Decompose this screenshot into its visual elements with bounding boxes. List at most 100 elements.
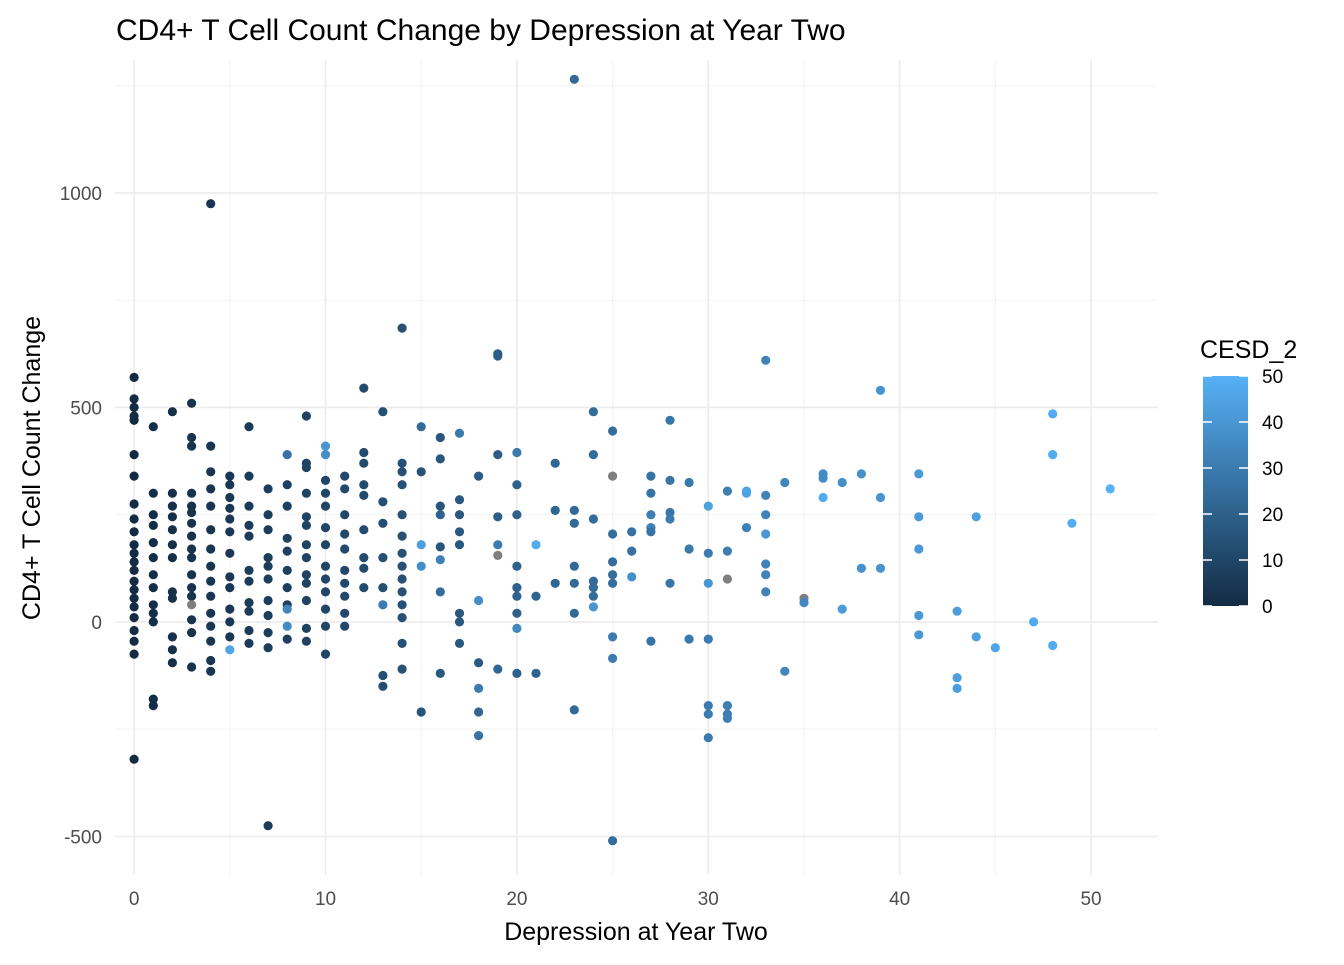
data-point (608, 653, 618, 664)
data-point (129, 565, 139, 576)
data-point (875, 492, 886, 503)
data-point (129, 402, 139, 412)
data-point (512, 668, 522, 679)
chart-title: CD4+ T Cell Count Change by Depression a… (116, 14, 846, 47)
data-point (206, 666, 216, 676)
data-point (167, 512, 177, 522)
data-point (990, 643, 1000, 653)
data-point (397, 587, 407, 597)
data-point (187, 432, 197, 443)
x-axis-title: Depression at Year Two (504, 918, 768, 946)
legend-tick-label: 30 (1262, 459, 1283, 480)
data-point (397, 480, 407, 490)
data-point (474, 707, 484, 717)
data-point (722, 701, 733, 711)
data-point (531, 591, 541, 601)
data-point (416, 540, 426, 550)
data-point (148, 570, 158, 580)
data-point (320, 621, 331, 631)
data-point (646, 636, 656, 646)
data-point (761, 570, 771, 580)
data-point (416, 707, 426, 717)
data-point (187, 583, 197, 593)
data-point (187, 501, 197, 511)
data-point (282, 546, 292, 556)
data-point (378, 600, 388, 610)
data-point (569, 561, 579, 571)
data-point (187, 544, 197, 554)
data-point (531, 668, 541, 679)
data-point (129, 576, 139, 586)
data-point (301, 578, 311, 588)
data-point (263, 628, 273, 638)
data-point (148, 583, 158, 593)
data-point (397, 531, 407, 541)
data-point (206, 484, 216, 494)
data-point (244, 501, 254, 511)
data-point (282, 621, 292, 631)
data-point (129, 602, 139, 612)
data-point (206, 199, 216, 209)
data-point (129, 557, 139, 567)
data-point (646, 527, 656, 537)
data-point (741, 488, 752, 498)
data-point (378, 681, 388, 691)
y-tick-label: 1000 (60, 184, 102, 205)
data-point (627, 546, 637, 556)
data-point (665, 415, 675, 425)
data-point (187, 662, 197, 672)
data-point (780, 666, 790, 676)
data-point (722, 713, 733, 724)
data-point (129, 548, 139, 558)
data-point (148, 520, 158, 531)
legend-ticks: 0 10 20 30 40 50 (1203, 367, 1283, 618)
data-point (512, 447, 522, 458)
data-point (167, 587, 177, 597)
data-point (588, 602, 599, 612)
data-point (320, 574, 331, 584)
legend-tick-label: 20 (1262, 505, 1283, 526)
data-point (320, 561, 331, 571)
data-point (512, 510, 522, 520)
data-point (952, 673, 962, 683)
data-point (397, 548, 407, 558)
data-point (167, 540, 177, 550)
data-point (244, 531, 254, 541)
data-point (588, 450, 599, 460)
data-point (875, 563, 886, 573)
data-point (359, 563, 369, 573)
data-point (741, 523, 752, 533)
data-point (206, 544, 216, 554)
data-point (761, 490, 771, 500)
data-point (435, 432, 445, 443)
data-point (282, 604, 292, 614)
data-point (206, 441, 216, 451)
data-point (703, 578, 713, 588)
data-point (225, 604, 235, 614)
x-tick-label: 40 (889, 889, 910, 910)
data-point (416, 422, 426, 432)
data-point (282, 480, 292, 490)
data-point (837, 604, 847, 614)
data-point (167, 525, 177, 535)
data-point (129, 394, 139, 404)
data-point (512, 561, 522, 571)
data-point (282, 634, 292, 644)
data-point (187, 615, 197, 625)
data-point (263, 574, 273, 584)
data-point (378, 670, 388, 681)
data-point (282, 583, 292, 593)
data-point (148, 617, 158, 627)
data-point (512, 608, 522, 618)
data-point (397, 600, 407, 610)
data-point (703, 701, 713, 711)
data-point (493, 351, 503, 361)
data-point (837, 477, 847, 488)
data-point (129, 499, 139, 509)
data-point (435, 668, 445, 679)
data-point (129, 613, 139, 623)
data-point (225, 548, 235, 558)
data-point (129, 450, 139, 460)
data-point (206, 576, 216, 586)
